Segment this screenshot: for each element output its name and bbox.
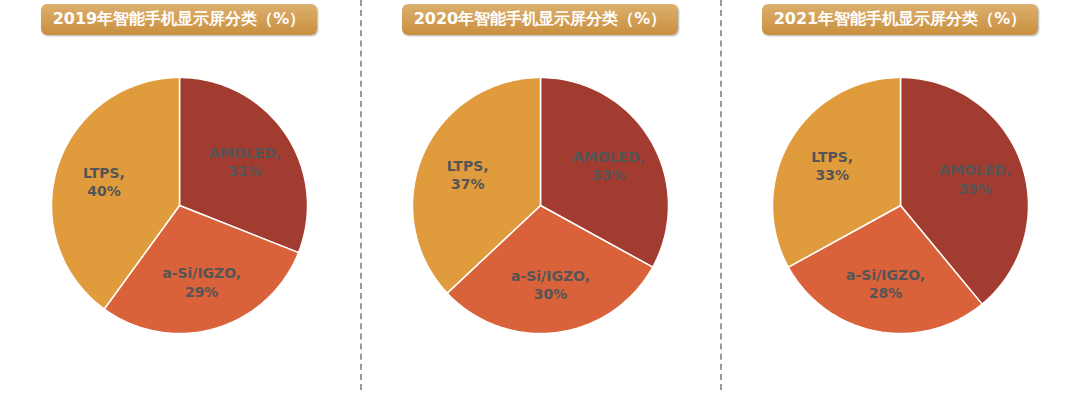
svg-text:AMOLED,33%: AMOLED,33% xyxy=(573,149,645,183)
svg-text:LTPS,33%: LTPS,33% xyxy=(811,149,853,183)
svg-text:LTPS,40%: LTPS,40% xyxy=(83,165,125,199)
svg-text:LTPS,37%: LTPS,37% xyxy=(447,158,489,192)
html-text:2020年智能手机显示屏分类（%）: 2020年智能手机显示屏分类（%） xyxy=(413,9,667,28)
html-text:2021年智能手机显示屏分类（%）: 2021年智能手机显示屏分类（%） xyxy=(773,9,1027,28)
svg-text:a-Si/IGZO,30%: a-Si/IGZO,30% xyxy=(511,268,590,302)
html-text:2019年智能手机显示屏分类（%）: 2019年智能手机显示屏分类（%） xyxy=(52,9,306,28)
svg-text:a-Si/IGZO,28%: a-Si/IGZO,28% xyxy=(846,267,925,301)
svg-text:AMOLED,39%: AMOLED,39% xyxy=(939,162,1011,196)
svg-text:a-Si/IGZO,29%: a-Si/IGZO,29% xyxy=(162,265,241,299)
svg-text:AMOLED,31%: AMOLED,31% xyxy=(209,145,281,179)
